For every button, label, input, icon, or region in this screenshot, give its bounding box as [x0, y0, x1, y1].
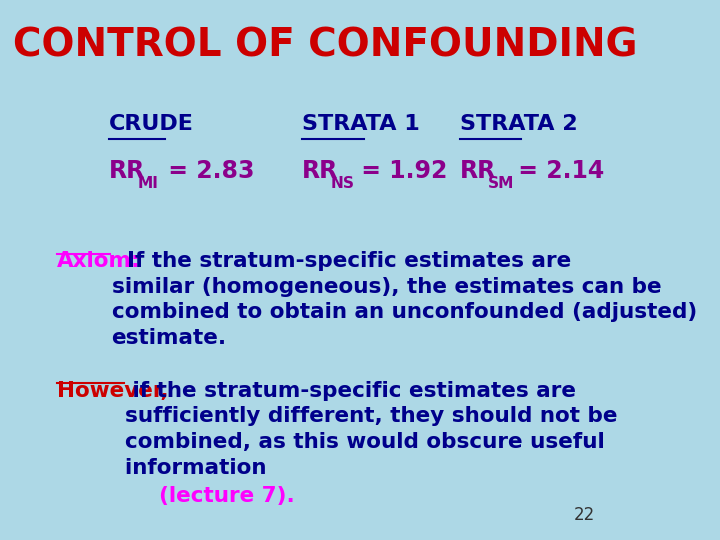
Text: 22: 22: [573, 506, 595, 524]
Text: However,: However,: [57, 381, 168, 401]
Text: SM: SM: [488, 176, 515, 191]
Text: If the stratum-specific estimates are
similar (homogeneous), the estimates can b: If the stratum-specific estimates are si…: [112, 251, 697, 348]
Text: STRATA 2: STRATA 2: [460, 114, 577, 134]
Text: (lecture 7).: (lecture 7).: [159, 486, 294, 506]
Text: CRUDE: CRUDE: [109, 114, 194, 134]
Text: CONTROL OF CONFOUNDING: CONTROL OF CONFOUNDING: [14, 27, 638, 65]
Text: RR: RR: [302, 159, 338, 183]
Text: = 1.92: = 1.92: [353, 159, 447, 183]
Text: RR: RR: [109, 159, 145, 183]
Text: = 2.83: = 2.83: [160, 159, 254, 183]
Text: = 2.14: = 2.14: [510, 159, 605, 183]
Text: NS: NS: [330, 176, 354, 191]
Text: RR: RR: [460, 159, 496, 183]
Text: Axiom:: Axiom:: [57, 251, 140, 271]
Text: MI: MI: [138, 176, 158, 191]
Text: if the stratum-specific estimates are
sufficiently different, they should not be: if the stratum-specific estimates are su…: [125, 381, 618, 477]
Text: STRATA 1: STRATA 1: [302, 114, 420, 134]
